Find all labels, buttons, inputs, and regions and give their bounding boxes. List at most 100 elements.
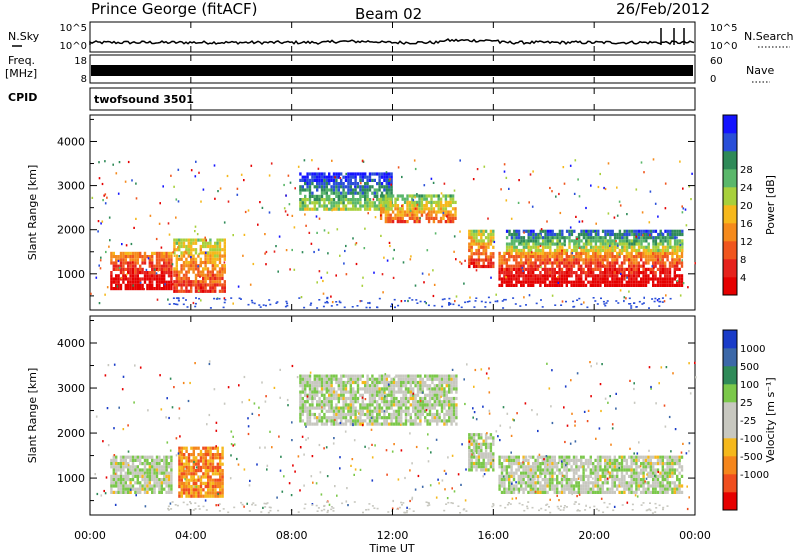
heatmap-cell bbox=[188, 463, 190, 466]
heatmap-speckle bbox=[304, 213, 306, 215]
heatmap-cell bbox=[357, 387, 359, 390]
heatmap-speckle bbox=[609, 245, 611, 247]
heatmap-speckle bbox=[473, 178, 475, 180]
heatmap-speckle bbox=[480, 246, 482, 248]
heatmap-cell bbox=[381, 400, 383, 403]
heatmap-cell bbox=[376, 378, 378, 381]
heatmap-cell bbox=[381, 423, 383, 426]
heatmap-cell bbox=[195, 274, 197, 277]
heatmap-cell bbox=[170, 488, 172, 491]
heatmap-cell bbox=[188, 264, 190, 267]
heatmap-cell bbox=[318, 378, 320, 381]
heatmap-cell bbox=[645, 274, 647, 277]
heatmap-cell bbox=[139, 462, 141, 465]
heatmap-cell bbox=[302, 201, 304, 204]
heatmap-cell bbox=[498, 271, 500, 274]
heatmap-cell bbox=[207, 482, 209, 485]
heatmap-cell bbox=[681, 243, 683, 246]
heatmap-cell bbox=[338, 413, 340, 416]
heatmap-cell bbox=[423, 194, 425, 197]
heatmap-cell bbox=[652, 249, 654, 252]
heatmap-cell bbox=[558, 255, 560, 258]
heatmap-cell bbox=[405, 419, 407, 422]
heatmap-cell bbox=[302, 387, 304, 390]
heatmap-cell bbox=[347, 413, 349, 416]
heatmap-cell bbox=[508, 281, 510, 284]
heatmap-cell bbox=[137, 258, 139, 261]
heatmap-cell bbox=[366, 391, 368, 394]
heatmap-cell bbox=[664, 246, 666, 249]
heatmap-speckle bbox=[135, 183, 137, 185]
heatmap-cell bbox=[326, 188, 328, 191]
heatmap-cell bbox=[110, 459, 112, 462]
heatmap-cell bbox=[115, 277, 117, 280]
heatmap-cell bbox=[566, 261, 568, 264]
heatmap-cell bbox=[129, 261, 131, 264]
heatmap-cell bbox=[604, 472, 606, 475]
heatmap-speckle bbox=[579, 247, 581, 249]
heatmap-cell bbox=[304, 391, 306, 394]
heatmap-cell bbox=[414, 397, 416, 400]
heatmap-cell bbox=[592, 491, 594, 494]
heatmap-cell bbox=[311, 400, 313, 403]
heatmap-cell bbox=[441, 391, 443, 394]
heatmap-cell bbox=[176, 280, 178, 283]
heatmap-cell bbox=[490, 236, 492, 239]
heatmap-cell bbox=[478, 259, 480, 262]
heatmap-speckle bbox=[305, 225, 307, 227]
heatmap-cell bbox=[575, 271, 577, 274]
heatmap-cell bbox=[402, 381, 404, 384]
heatmap-cell bbox=[387, 210, 389, 213]
heatmap-cell bbox=[321, 176, 323, 179]
heatmap-cell bbox=[492, 252, 494, 255]
heatmap-cell bbox=[664, 265, 666, 268]
heatmap-cell bbox=[311, 172, 313, 175]
heatmap-cell bbox=[120, 472, 122, 475]
heatmap-cell bbox=[525, 281, 527, 284]
heatmap-cell bbox=[323, 423, 325, 426]
heatmap-cell bbox=[311, 413, 313, 416]
heatmap-speckle bbox=[642, 211, 644, 213]
heatmap-cell bbox=[149, 265, 151, 268]
heatmap-cell bbox=[357, 208, 359, 211]
heatmap-cell bbox=[483, 468, 485, 471]
heatmap-cell bbox=[597, 246, 599, 249]
heatmap-cell bbox=[417, 394, 419, 397]
heatmap-cell bbox=[311, 381, 313, 384]
heatmap-cell bbox=[436, 403, 438, 406]
heatmap-ground-scatter bbox=[195, 303, 197, 305]
heatmap-cell bbox=[132, 459, 134, 462]
heatmap-cell bbox=[487, 456, 489, 459]
heatmap-cell bbox=[681, 249, 683, 252]
heatmap-cell bbox=[580, 265, 582, 268]
heatmap-speckle bbox=[104, 160, 106, 162]
heatmap-cell bbox=[127, 265, 129, 268]
heatmap-cell bbox=[115, 456, 117, 459]
heatmap-cell bbox=[318, 381, 320, 384]
heatmap-cell bbox=[419, 378, 421, 381]
heatmap-cell bbox=[414, 381, 416, 384]
heatmap-cell bbox=[518, 462, 520, 465]
heatmap-speckle bbox=[241, 174, 243, 176]
heatmap-cell bbox=[443, 419, 445, 422]
heatmap-cell bbox=[330, 416, 332, 419]
heatmap-cell bbox=[414, 384, 416, 387]
heatmap-cell bbox=[551, 456, 553, 459]
heatmap-cell bbox=[659, 284, 661, 287]
heatmap-cell bbox=[110, 478, 112, 481]
heatmap-cell bbox=[153, 271, 155, 274]
heatmap-cell bbox=[209, 280, 211, 283]
heatmap-cell bbox=[490, 456, 492, 459]
heatmap-cell bbox=[455, 397, 457, 400]
heatmap-cell bbox=[163, 265, 165, 268]
heatmap-cell bbox=[628, 277, 630, 280]
heatmap-cell bbox=[592, 488, 594, 491]
heatmap-cell bbox=[190, 267, 192, 270]
heatmap-cell bbox=[475, 440, 477, 443]
heatmap-cell bbox=[436, 416, 438, 419]
heatmap-cell bbox=[188, 283, 190, 286]
heatmap-cell bbox=[195, 447, 197, 450]
heatmap-cell bbox=[181, 485, 183, 488]
heatmap-cell bbox=[197, 271, 199, 274]
heatmap-cell bbox=[483, 233, 485, 236]
